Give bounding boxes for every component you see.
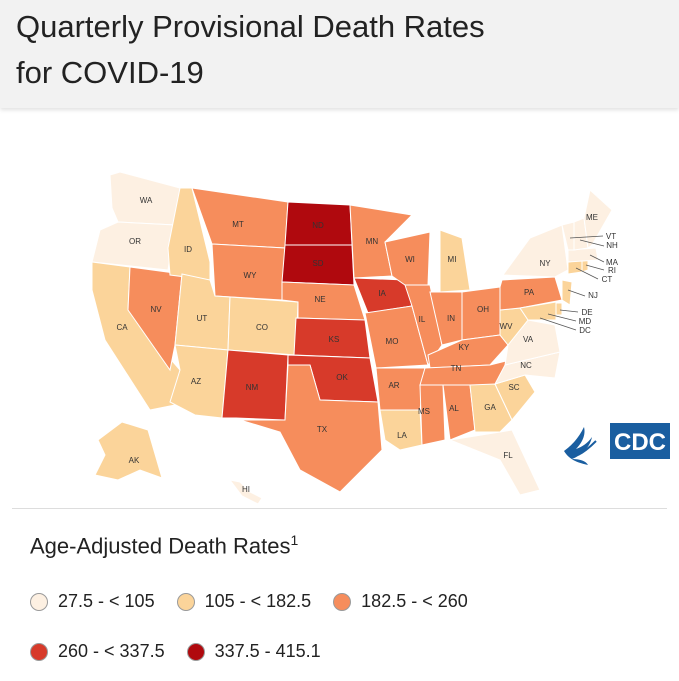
state-ri[interactable] (581, 259, 589, 273)
label-mn: MN (366, 237, 379, 246)
legend-item[interactable]: 182.5 - < 260 (333, 591, 468, 612)
legend-footnote: 1 (290, 532, 299, 548)
label-sd: SD (312, 259, 323, 268)
label-ak: AK (129, 456, 140, 465)
label-al: AL (449, 404, 459, 413)
label-ia: IA (378, 289, 386, 298)
state-fl[interactable] (448, 429, 541, 496)
label-wy: WY (244, 271, 258, 280)
label-wi: WI (405, 255, 415, 264)
legend-item[interactable]: 27.5 - < 105 (30, 591, 155, 612)
label-ri: RI (608, 266, 616, 275)
label-nv: NV (150, 305, 162, 314)
label-oh: OH (477, 305, 489, 314)
state-or[interactable] (91, 221, 176, 271)
label-nm: NM (246, 383, 259, 392)
legend-label: 105 - < 182.5 (204, 591, 312, 611)
label-mt: MT (232, 220, 244, 229)
state-nm[interactable] (221, 349, 289, 421)
state-tx[interactable] (239, 364, 383, 493)
legend-swatch (186, 642, 205, 661)
state-ak[interactable] (94, 421, 163, 481)
label-tx: TX (317, 425, 328, 434)
legend-row-1: 27.5 - < 105 105 - < 182.5 182.5 - < 260 (30, 591, 490, 612)
legend-title: Age-Adjusted Death Rates1 (30, 532, 298, 559)
state-me[interactable] (583, 189, 613, 249)
state-ny[interactable] (502, 224, 569, 278)
label-fl: FL (503, 451, 513, 460)
label-me: ME (586, 213, 598, 222)
label-ny: NY (539, 259, 551, 268)
label-or: OR (129, 237, 141, 246)
cdc-logo-text: CDC (614, 429, 666, 456)
label-ga: GA (484, 403, 496, 412)
cdc-logo: CDC (558, 415, 673, 470)
label-ky: KY (459, 343, 470, 352)
label-ut: UT (197, 314, 208, 323)
legend-swatch (30, 642, 48, 661)
state-mt[interactable] (191, 187, 289, 249)
us-map: .st { stroke: #ffffff; stroke-width: 1; … (0, 110, 679, 510)
label-ar: AR (388, 381, 399, 390)
label-nc: NC (520, 361, 532, 370)
state-al[interactable] (442, 384, 476, 441)
title-line-1: Quarterly Provisional Death Rates (16, 9, 485, 44)
label-wa: WA (140, 196, 153, 205)
state-ga[interactable] (469, 383, 513, 433)
label-nj: NJ (588, 291, 598, 300)
label-hi: HI (242, 485, 250, 494)
label-pa: PA (524, 288, 535, 297)
label-dc: DC (579, 326, 591, 335)
hhs-eagle-icon: CDC (564, 423, 670, 465)
label-az: AZ (191, 377, 201, 386)
legend-row-2: 260 - < 337.5 337.5 - 415.1 (30, 641, 343, 662)
legend-swatch (30, 592, 48, 611)
legend-title-text: Age-Adjusted Death Rates (30, 533, 291, 559)
state-ar[interactable] (375, 367, 426, 411)
label-wv: WV (500, 322, 514, 331)
us-map-svg: .st { stroke: #ffffff; stroke-width: 1; … (91, 171, 619, 505)
label-ok: OK (336, 373, 348, 382)
title-line-2: for COVID-19 (16, 55, 204, 90)
label-id: ID (184, 245, 192, 254)
state-nj[interactable] (561, 279, 573, 306)
legend-label: 337.5 - 415.1 (214, 641, 321, 661)
label-nd: ND (312, 221, 324, 230)
label-ma: MA (606, 258, 619, 267)
label-la: LA (397, 431, 407, 440)
label-md: MD (579, 317, 592, 326)
label-mo: MO (386, 337, 399, 346)
label-il: IL (419, 315, 426, 324)
legend-label: 260 - < 337.5 (58, 641, 165, 661)
label-vt: VT (606, 232, 616, 241)
legend-item[interactable]: 260 - < 337.5 (30, 641, 165, 662)
legend-swatch (333, 592, 352, 611)
legend-swatch (176, 592, 195, 611)
label-ks: KS (329, 335, 340, 344)
label-ne: NE (314, 295, 325, 304)
label-mi: MI (448, 255, 457, 264)
label-co: CO (256, 323, 268, 332)
state-mi[interactable] (439, 229, 471, 293)
legend-item[interactable]: 337.5 - 415.1 (186, 641, 321, 662)
label-in: IN (447, 314, 455, 323)
label-tn: TN (451, 364, 462, 373)
legend-label: 27.5 - < 105 (58, 591, 155, 611)
label-sc: SC (508, 383, 519, 392)
label-va: VA (523, 335, 534, 344)
legend-label: 182.5 - < 260 (361, 591, 468, 611)
divider (12, 508, 667, 509)
label-ct: CT (602, 275, 613, 284)
state-hi[interactable] (228, 479, 263, 505)
label-ms: MS (418, 407, 430, 416)
page-title: Quarterly Provisional Death Rates for CO… (16, 4, 485, 96)
state-md[interactable] (519, 301, 557, 321)
label-ca: CA (116, 323, 128, 332)
label-nh: NH (606, 241, 618, 250)
state-la[interactable] (379, 409, 423, 451)
label-de: DE (581, 308, 592, 317)
legend-item[interactable]: 105 - < 182.5 (176, 591, 312, 612)
state-ms[interactable] (419, 384, 446, 446)
header: Quarterly Provisional Death Rates for CO… (0, 0, 679, 108)
